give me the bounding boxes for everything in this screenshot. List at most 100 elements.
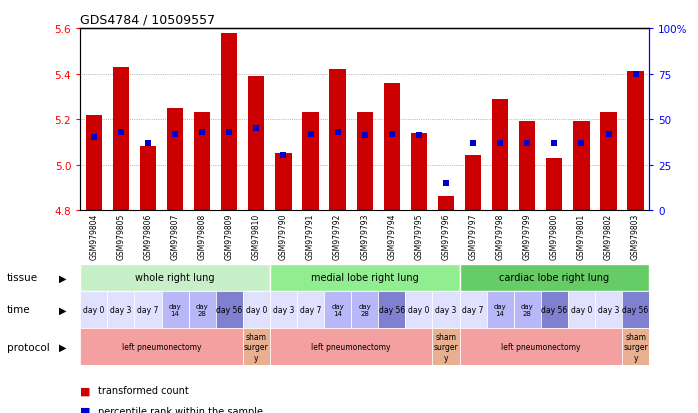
- Bar: [270, 328, 433, 366]
- Bar: [86, 115, 102, 211]
- Bar: [113, 67, 129, 211]
- Bar: [357, 113, 373, 211]
- Bar: [568, 291, 595, 328]
- Text: left pneumonectomy: left pneumonectomy: [311, 342, 391, 351]
- Text: GSM979794: GSM979794: [387, 213, 396, 260]
- Text: medial lobe right lung: medial lobe right lung: [311, 273, 419, 283]
- Text: day 3: day 3: [273, 305, 294, 314]
- Text: sham
surger
y: sham surger y: [623, 332, 648, 362]
- Text: percentile rank within the sample: percentile rank within the sample: [98, 406, 262, 413]
- Bar: [433, 328, 459, 366]
- Bar: [329, 70, 346, 211]
- Text: GSM979797: GSM979797: [468, 213, 477, 260]
- Text: GSM979807: GSM979807: [170, 213, 179, 260]
- Bar: [80, 328, 243, 366]
- Bar: [459, 264, 649, 291]
- Text: GSM979796: GSM979796: [441, 213, 450, 260]
- Bar: [459, 291, 487, 328]
- Bar: [547, 158, 563, 211]
- Text: ▶: ▶: [59, 273, 66, 283]
- Text: GDS4784 / 10509557: GDS4784 / 10509557: [80, 13, 216, 26]
- Text: GSM979792: GSM979792: [333, 213, 342, 260]
- Bar: [433, 291, 459, 328]
- Point: [495, 140, 506, 147]
- Point: [521, 140, 533, 147]
- Bar: [194, 113, 210, 211]
- Text: day 0: day 0: [83, 305, 105, 314]
- Text: GSM979810: GSM979810: [252, 213, 261, 259]
- Bar: [243, 291, 270, 328]
- Text: tissue: tissue: [7, 273, 38, 283]
- Point: [278, 153, 289, 159]
- Bar: [216, 291, 243, 328]
- Text: day 56: day 56: [541, 305, 567, 314]
- Bar: [275, 154, 292, 211]
- Point: [440, 180, 452, 187]
- Bar: [378, 291, 406, 328]
- Bar: [595, 291, 622, 328]
- Bar: [384, 83, 400, 211]
- Text: GSM979809: GSM979809: [225, 213, 234, 260]
- Text: time: time: [7, 305, 31, 315]
- Point: [115, 129, 126, 136]
- Text: ▶: ▶: [59, 342, 66, 352]
- Text: GSM979804: GSM979804: [89, 213, 98, 260]
- Text: GSM979802: GSM979802: [604, 213, 613, 259]
- Text: day 3: day 3: [110, 305, 132, 314]
- Bar: [622, 328, 649, 366]
- Point: [223, 129, 235, 136]
- Bar: [487, 291, 514, 328]
- Bar: [573, 122, 590, 211]
- Text: day 3: day 3: [597, 305, 619, 314]
- Text: GSM979791: GSM979791: [306, 213, 315, 260]
- Bar: [302, 113, 319, 211]
- Text: GSM979806: GSM979806: [144, 213, 152, 260]
- Point: [468, 140, 479, 147]
- Point: [332, 129, 343, 136]
- Bar: [140, 147, 156, 211]
- Bar: [107, 291, 135, 328]
- Text: sham
surger
y: sham surger y: [433, 332, 459, 362]
- Bar: [541, 291, 568, 328]
- Text: left pneumonectomy: left pneumonectomy: [121, 342, 201, 351]
- Point: [549, 140, 560, 147]
- Bar: [465, 156, 481, 211]
- Text: day 56: day 56: [379, 305, 405, 314]
- Bar: [622, 291, 649, 328]
- Text: ■: ■: [80, 385, 91, 395]
- Bar: [80, 264, 270, 291]
- Bar: [514, 291, 541, 328]
- Point: [413, 133, 424, 140]
- Text: left pneumonectomy: left pneumonectomy: [501, 342, 581, 351]
- Bar: [600, 113, 616, 211]
- Text: day 0: day 0: [246, 305, 267, 314]
- Bar: [270, 291, 297, 328]
- Text: day
14: day 14: [493, 303, 507, 316]
- Text: GSM979800: GSM979800: [550, 213, 559, 260]
- Text: GSM979798: GSM979798: [496, 213, 505, 260]
- Bar: [351, 291, 378, 328]
- Point: [630, 71, 641, 78]
- Text: GSM979803: GSM979803: [631, 213, 640, 260]
- Text: day
28: day 28: [196, 303, 209, 316]
- Text: day 0: day 0: [571, 305, 592, 314]
- Text: GSM979790: GSM979790: [279, 213, 288, 260]
- Point: [88, 135, 99, 141]
- Bar: [459, 328, 622, 366]
- Text: ▶: ▶: [59, 305, 66, 315]
- Text: day 7: day 7: [138, 305, 158, 314]
- Text: day 56: day 56: [216, 305, 242, 314]
- Text: day
28: day 28: [358, 303, 371, 316]
- Point: [305, 131, 316, 138]
- Bar: [243, 328, 270, 366]
- Text: sham
surger
y: sham surger y: [244, 332, 269, 362]
- Bar: [80, 291, 107, 328]
- Point: [251, 126, 262, 132]
- Text: day 3: day 3: [436, 305, 456, 314]
- Text: day 7: day 7: [300, 305, 321, 314]
- Text: day 0: day 0: [408, 305, 429, 314]
- Text: GSM979795: GSM979795: [415, 213, 424, 260]
- Text: cardiac lobe right lung: cardiac lobe right lung: [499, 273, 609, 283]
- Text: transformed count: transformed count: [98, 385, 188, 395]
- Point: [170, 131, 181, 138]
